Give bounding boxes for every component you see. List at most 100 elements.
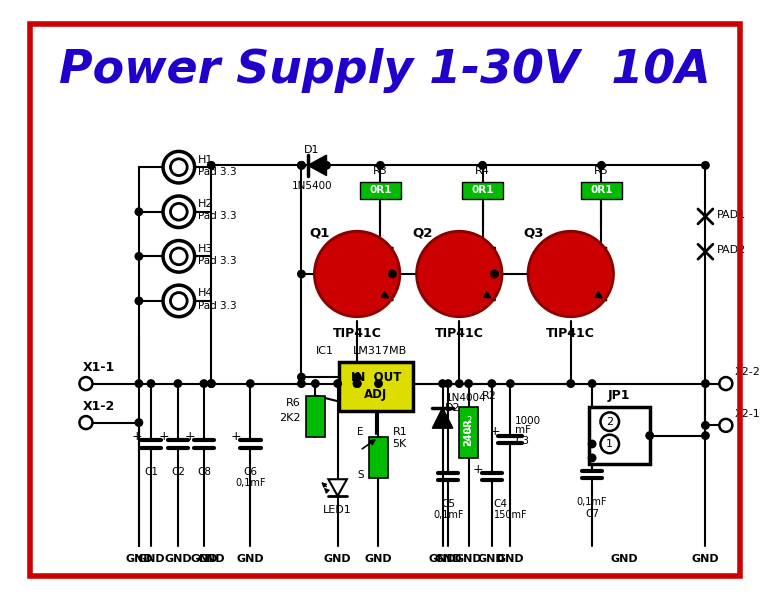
Text: 1N4004: 1N4004 [445, 392, 486, 403]
Text: R3: R3 [373, 166, 388, 176]
Text: E: E [357, 427, 363, 437]
Text: GND: GND [365, 554, 392, 564]
Text: C8: C8 [197, 467, 211, 477]
Text: 240R: 240R [464, 418, 474, 446]
Text: 1000: 1000 [515, 416, 541, 426]
Text: R4: R4 [475, 166, 490, 176]
Circle shape [298, 373, 305, 381]
Text: Q3: Q3 [524, 227, 544, 239]
Text: LM317MB: LM317MB [353, 346, 407, 356]
Bar [369, 437, 388, 478]
Text: C6: C6 [243, 467, 257, 477]
Text: LED1: LED1 [323, 505, 352, 515]
Text: 0R1: 0R1 [369, 185, 392, 196]
Text: D1: D1 [304, 145, 320, 155]
Circle shape [375, 380, 382, 388]
Text: TIP41C: TIP41C [333, 327, 382, 340]
Circle shape [488, 380, 496, 388]
Circle shape [208, 380, 215, 388]
Circle shape [353, 380, 361, 388]
Text: 2K2: 2K2 [279, 413, 300, 423]
Circle shape [298, 380, 305, 388]
Text: C3: C3 [515, 436, 529, 446]
Text: GND: GND [455, 554, 482, 564]
Text: 0R1: 0R1 [590, 185, 613, 196]
Text: GND: GND [324, 554, 351, 564]
Text: JP1: JP1 [608, 389, 631, 402]
Circle shape [377, 161, 384, 169]
Circle shape [246, 380, 254, 388]
Bar [360, 182, 401, 199]
Circle shape [479, 161, 486, 169]
Text: GND: GND [691, 554, 719, 564]
Text: TIP41C: TIP41C [546, 327, 595, 340]
Bar [339, 362, 413, 410]
Circle shape [701, 422, 709, 429]
Circle shape [163, 151, 195, 183]
Text: +: + [489, 425, 500, 439]
Circle shape [588, 454, 596, 461]
Text: H3: H3 [199, 244, 214, 254]
Text: 2: 2 [466, 416, 471, 425]
Text: PAD1: PAD1 [717, 209, 745, 220]
Text: X1-1: X1-1 [83, 361, 116, 374]
Bar [462, 182, 503, 199]
Circle shape [136, 380, 142, 388]
Circle shape [646, 432, 654, 439]
Text: C1: C1 [144, 467, 158, 477]
Text: C5: C5 [441, 499, 455, 509]
Circle shape [323, 161, 330, 169]
Text: X2-2: X2-2 [735, 367, 761, 377]
Circle shape [588, 380, 596, 388]
Circle shape [298, 270, 305, 278]
Text: 0,1mF: 0,1mF [577, 497, 608, 508]
Text: Power Supply 1-30V  10A: Power Supply 1-30V 10A [59, 48, 711, 93]
Bar [589, 407, 650, 464]
Circle shape [170, 293, 187, 309]
Text: GND: GND [434, 554, 462, 564]
Text: PAD2: PAD2 [717, 245, 746, 255]
Text: 150mF: 150mF [494, 511, 527, 520]
Circle shape [312, 380, 319, 388]
Text: H4: H4 [199, 289, 214, 298]
Circle shape [136, 419, 142, 427]
Text: GND: GND [190, 554, 218, 564]
Circle shape [147, 380, 155, 388]
Circle shape [200, 380, 208, 388]
Circle shape [507, 380, 514, 388]
Text: +: + [159, 430, 169, 443]
Circle shape [601, 434, 619, 453]
Circle shape [491, 270, 498, 278]
Text: mF: mF [515, 425, 531, 435]
Text: TIP41C: TIP41C [435, 327, 484, 340]
Text: Q2: Q2 [412, 227, 432, 239]
Text: 0,1mF: 0,1mF [235, 478, 266, 488]
Text: S: S [357, 470, 363, 479]
Text: R2: R2 [481, 391, 497, 401]
Circle shape [567, 380, 574, 388]
Text: +: + [185, 430, 196, 443]
Circle shape [465, 380, 472, 388]
Circle shape [208, 161, 215, 169]
Circle shape [136, 297, 142, 305]
Polygon shape [328, 479, 347, 496]
Text: C7: C7 [585, 509, 599, 518]
Circle shape [601, 412, 619, 431]
Circle shape [208, 380, 215, 388]
Text: Pad 3.3: Pad 3.3 [199, 256, 237, 266]
Text: Pad 3.3: Pad 3.3 [199, 211, 237, 221]
Text: X2-1: X2-1 [735, 409, 761, 419]
Circle shape [298, 161, 305, 169]
Circle shape [298, 161, 305, 169]
Text: 4: 4 [466, 427, 471, 436]
Circle shape [701, 432, 709, 439]
Circle shape [588, 440, 596, 448]
Text: GND: GND [497, 554, 524, 564]
Circle shape [174, 380, 182, 388]
Text: GND: GND [236, 554, 264, 564]
Circle shape [439, 380, 447, 388]
Circle shape [353, 373, 361, 381]
Circle shape [456, 380, 463, 388]
Circle shape [334, 380, 341, 388]
Text: 2: 2 [606, 416, 614, 427]
